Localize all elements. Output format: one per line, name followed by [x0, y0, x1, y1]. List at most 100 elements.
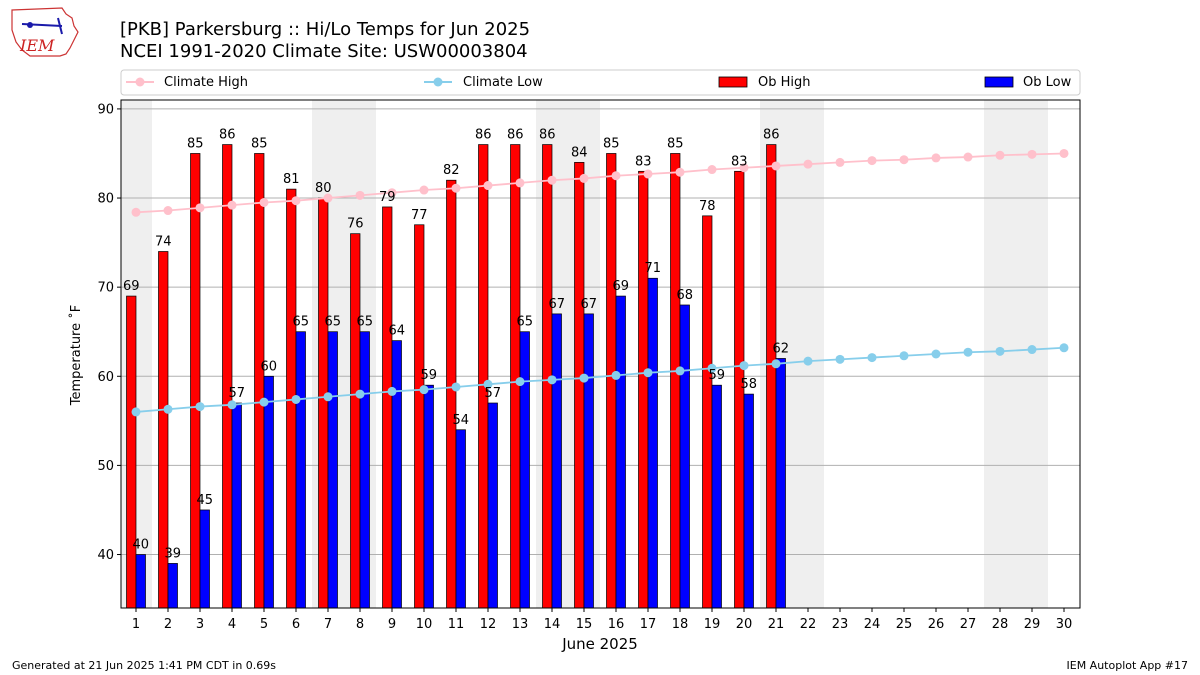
ob-low-label-day-11: 54: [452, 413, 469, 428]
climate-high-point-day-14: [547, 175, 557, 185]
x-tick-label-7: 7: [324, 617, 332, 632]
x-tick-label-1: 1: [132, 617, 140, 632]
climate-low-point-day-1: [131, 407, 141, 417]
ob-high-bar-day-18: [670, 153, 681, 609]
climate-high-point-day-24: [867, 156, 877, 166]
x-tick-label-17: 17: [640, 617, 657, 632]
climate-high-point-day-9: [387, 188, 397, 198]
state-outline-icon: [11, 7, 79, 57]
ob-high-label-day-21: 86: [763, 128, 780, 143]
climate-high-point-day-27: [963, 152, 973, 162]
ob-low-label-day-3: 45: [196, 493, 213, 508]
climate-low-point-day-20: [739, 361, 749, 371]
station-dot-icon: [27, 22, 33, 28]
anemometer-icon: [57, 17, 63, 35]
ob-high-bar-day-16: [606, 153, 617, 609]
climate-high-point-day-22: [803, 159, 813, 169]
x-tick-label-27: 27: [960, 617, 977, 632]
ob-low-bar-day-15: [583, 313, 594, 609]
climate-low-point-day-19: [707, 363, 717, 373]
y-tick-label-40: 40: [97, 548, 114, 563]
climate-low-point-day-23: [835, 354, 845, 364]
climate-low-point-day-28: [995, 346, 1005, 356]
ob-low-label-day-13: 65: [516, 315, 533, 330]
ob-high-bar-day-21: [766, 144, 777, 609]
ob-low-label-day-20: 58: [740, 377, 757, 392]
y-tick-label-90: 90: [97, 102, 114, 117]
ob-low-bar-day-9: [391, 340, 402, 609]
ob-low-bar-day-16: [615, 295, 626, 609]
x-tick-label-25: 25: [896, 617, 913, 632]
ob-high-label-day-16: 85: [603, 136, 620, 151]
climate-high-point-day-21: [771, 161, 781, 171]
ob-high-label-day-3: 85: [187, 136, 204, 151]
climate-low-point-day-4: [227, 400, 237, 410]
ob-high-label-day-5: 85: [251, 136, 268, 151]
x-tick-label-14: 14: [544, 617, 561, 632]
x-tick-label-28: 28: [992, 617, 1009, 632]
climate-high-point-day-29: [1027, 149, 1037, 159]
ob-low-label-day-14: 67: [548, 297, 565, 312]
x-tick-label-29: 29: [1024, 617, 1041, 632]
ob-high-bar-day-17: [638, 170, 649, 609]
climate-low-point-day-29: [1027, 345, 1037, 355]
climate-low-point-day-5: [259, 397, 269, 407]
ob-high-bar-day-15: [574, 162, 585, 609]
climate-lines: [131, 148, 1069, 417]
y-tick-label-80: 80: [97, 192, 114, 207]
x-tick-label-24: 24: [864, 617, 881, 632]
ob-high-label-day-17: 83: [635, 154, 652, 169]
ob-high-label-day-10: 77: [411, 208, 428, 223]
ob-high-bar-day-12: [478, 144, 489, 609]
ob-high-bar-day-9: [382, 206, 393, 609]
ob-low-bar-day-7: [327, 331, 338, 609]
ob-low-label-day-4: 57: [228, 386, 245, 401]
climate-high-point-day-12: [483, 181, 493, 191]
climate-low-point-day-16: [611, 370, 621, 380]
climate-low-point-day-30: [1059, 343, 1069, 353]
climate-low-point-day-6: [291, 394, 301, 404]
climate-low-point-day-22: [803, 356, 813, 366]
x-tick-label-15: 15: [576, 617, 593, 632]
ob-low-label-day-10: 59: [420, 368, 437, 383]
ob-low-label-day-1: 40: [132, 538, 149, 553]
ob-high-label-day-11: 82: [443, 163, 460, 178]
ob-low-label-day-5: 60: [260, 359, 277, 374]
ob-low-bar-day-5: [263, 375, 274, 609]
ob-high-bar-day-8: [350, 233, 361, 609]
ob-low-bar-day-10: [423, 384, 434, 609]
ob-high-label-day-19: 78: [699, 199, 716, 214]
climate-high-point-day-25: [899, 155, 909, 165]
ob-high-bar-day-10: [414, 224, 425, 609]
climate-high-point-day-11: [451, 183, 461, 193]
climate-high-point-day-23: [835, 157, 845, 167]
ob-high-label-day-13: 86: [507, 128, 524, 143]
x-tick-label-6: 6: [292, 617, 300, 632]
ob-low-bar-day-18: [679, 304, 690, 609]
x-tick-label-21: 21: [768, 617, 785, 632]
climate-high-point-day-18: [675, 167, 685, 177]
climate-high-point-day-20: [739, 163, 749, 173]
legend-ob-low-label: Ob Low: [1023, 75, 1072, 90]
climate-high-point-day-1: [131, 207, 141, 217]
ob-high-label-day-4: 86: [219, 128, 236, 143]
ob-low-bar-day-11: [455, 429, 466, 609]
x-tick-label-9: 9: [388, 617, 396, 632]
climate-low-point-day-15: [579, 373, 589, 383]
ob-low-bar-day-12: [487, 402, 498, 609]
x-tick-label-8: 8: [356, 617, 364, 632]
ob-low-label-day-6: 65: [292, 315, 309, 330]
ob-low-bar-day-4: [231, 402, 242, 609]
ob-high-label-day-8: 76: [347, 217, 364, 232]
climate-high-point-day-5: [259, 197, 269, 207]
ob-low-label-day-12: 57: [484, 386, 501, 401]
ob-high-label-day-9: 79: [379, 190, 396, 205]
x-tick-label-22: 22: [800, 617, 817, 632]
climate-low-point-day-26: [931, 349, 941, 359]
gridlines: [121, 108, 1080, 556]
ob-low-bar-day-20: [743, 393, 754, 609]
x-tick-label-16: 16: [608, 617, 625, 632]
x-tick-label-11: 11: [448, 617, 465, 632]
ob-low-label-day-16: 69: [612, 279, 629, 294]
